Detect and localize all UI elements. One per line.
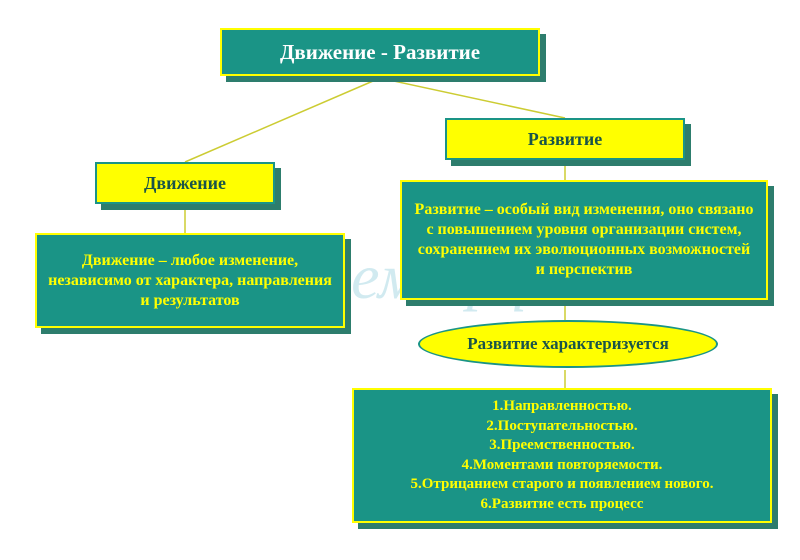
list-item: 2.Поступательностью. [486,417,637,437]
left-desc-box: Движение – любое изменение, независимо о… [35,233,345,328]
list-item: 6.Развитие есть процесс [481,495,644,515]
left-desc-text: Движение – любое изменение, независимо о… [47,251,333,311]
right-desc-box: Развитие – особый вид изменения, оно свя… [400,180,768,300]
left-label-box: Движение [95,162,275,204]
list-box: 1.Направленностью.2.Поступательностью.3.… [352,388,772,523]
list-item: 3.Преемственностью. [489,436,635,456]
right-label-text: Развитие [528,129,603,150]
ellipse-text: Развитие характеризуется [467,334,669,354]
characteristics-ellipse: Развитие характеризуется [418,320,718,368]
right-desc-text: Развитие – особый вид изменения, оно свя… [412,200,756,280]
list-item: 4.Моментами повторяемости. [462,456,663,476]
list-item: 1.Направленностью. [492,397,632,417]
left-label-text: Движение [144,173,226,194]
right-label-box: Развитие [445,118,685,160]
title-box: Движение - Развитие [220,28,540,76]
list-item: 5.Отрицанием старого и появлением нового… [411,475,714,495]
title-text: Движение - Развитие [280,40,480,65]
